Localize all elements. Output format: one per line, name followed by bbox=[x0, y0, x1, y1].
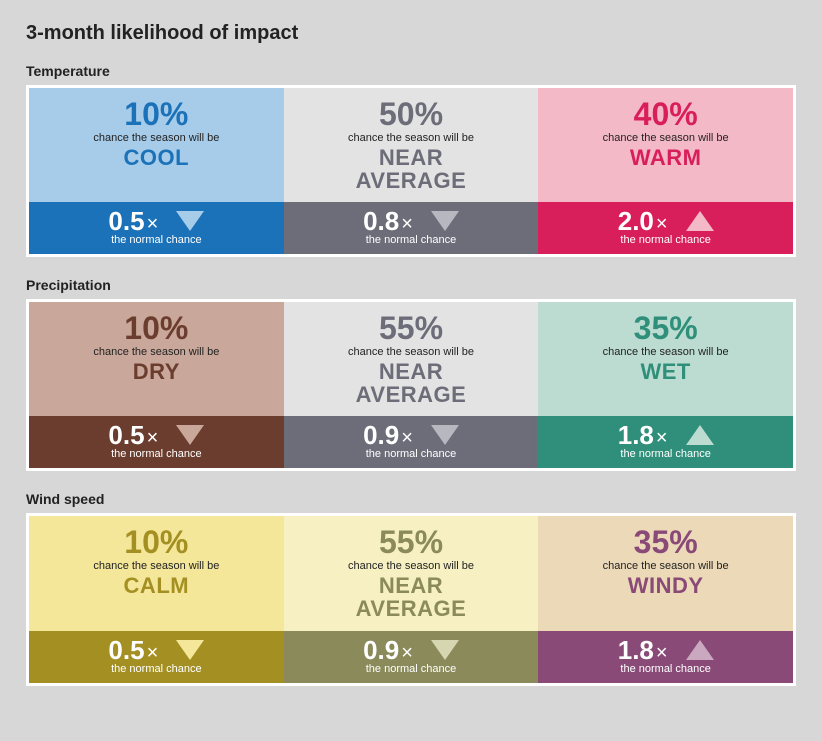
cell-bottom: 0.5×the normal chance bbox=[29, 631, 284, 683]
arrow-up-icon bbox=[686, 640, 714, 660]
normal-chance-label: the normal chance bbox=[288, 234, 535, 246]
section-label: Precipitation bbox=[26, 277, 796, 293]
chance-label: chance the season will be bbox=[33, 560, 280, 572]
multiplier-value: 0.8× bbox=[363, 208, 413, 234]
percent-value: 55% bbox=[288, 312, 535, 344]
cell-top: 35% chance the season will be WET bbox=[538, 302, 793, 416]
cell-bottom: 0.9×the normal chance bbox=[284, 631, 539, 683]
cell-top: 55% chance the season will be NEARAVERAGE bbox=[284, 302, 539, 416]
arrow-down-icon bbox=[176, 211, 204, 231]
arrow-down-icon bbox=[176, 425, 204, 445]
cell-top: 50% chance the season will be NEARAVERAGE bbox=[284, 88, 539, 202]
cell-bottom: 1.8×the normal chance bbox=[538, 631, 793, 683]
arrow-down-icon bbox=[431, 425, 459, 445]
normal-chance-label: the normal chance bbox=[288, 663, 535, 675]
cell-top: 40% chance the season will be WARM bbox=[538, 88, 793, 202]
cell-bottom: 0.8×the normal chance bbox=[284, 202, 539, 254]
multiplier-value: 0.5× bbox=[108, 422, 158, 448]
normal-chance-label: the normal chance bbox=[542, 234, 789, 246]
cell-bottom: 1.8×the normal chance bbox=[538, 416, 793, 468]
impact-grid: 10% chance the season will be DRY 55% chance… bbox=[26, 299, 796, 471]
category-label: WINDY bbox=[542, 574, 789, 597]
cell-bottom: 0.5×the normal chance bbox=[29, 416, 284, 468]
arrow-down-icon bbox=[176, 640, 204, 660]
normal-chance-label: the normal chance bbox=[33, 663, 280, 675]
cell-top: 10% chance the season will be DRY bbox=[29, 302, 284, 416]
cell-bottom: 2.0×the normal chance bbox=[538, 202, 793, 254]
chance-label: chance the season will be bbox=[288, 560, 535, 572]
arrow-up-icon bbox=[686, 211, 714, 231]
cell-top: 10% chance the season will be CALM bbox=[29, 516, 284, 630]
multiplier-value: 2.0× bbox=[618, 208, 668, 234]
cell-top: 10% chance the season will be COOL bbox=[29, 88, 284, 202]
chance-label: chance the season will be bbox=[33, 346, 280, 358]
chance-label: chance the season will be bbox=[33, 132, 280, 144]
arrow-down-icon bbox=[431, 211, 459, 231]
multiplier-value: 0.9× bbox=[363, 637, 413, 663]
multiplier-value: 1.8× bbox=[618, 422, 668, 448]
category-label: WARM bbox=[542, 146, 789, 169]
percent-value: 35% bbox=[542, 526, 789, 558]
percent-value: 10% bbox=[33, 526, 280, 558]
chance-label: chance the season will be bbox=[542, 560, 789, 572]
percent-value: 35% bbox=[542, 312, 789, 344]
normal-chance-label: the normal chance bbox=[33, 234, 280, 246]
category-label: NEARAVERAGE bbox=[288, 360, 535, 406]
percent-value: 50% bbox=[288, 98, 535, 130]
normal-chance-label: the normal chance bbox=[542, 448, 789, 460]
chance-label: chance the season will be bbox=[288, 346, 535, 358]
cell-top: 55% chance the season will be NEARAVERAGE bbox=[284, 516, 539, 630]
cell-top: 35% chance the season will be WINDY bbox=[538, 516, 793, 630]
arrow-down-icon bbox=[431, 640, 459, 660]
section-label: Temperature bbox=[26, 63, 796, 79]
category-label: NEARAVERAGE bbox=[288, 146, 535, 192]
percent-value: 10% bbox=[33, 312, 280, 344]
category-label: DRY bbox=[33, 360, 280, 383]
multiplier-value: 0.5× bbox=[108, 208, 158, 234]
multiplier-value: 0.5× bbox=[108, 637, 158, 663]
arrow-up-icon bbox=[686, 425, 714, 445]
impact-grid: 10% chance the season will be CALM 55% chanc… bbox=[26, 513, 796, 685]
percent-value: 40% bbox=[542, 98, 789, 130]
cell-bottom: 0.9×the normal chance bbox=[284, 416, 539, 468]
chance-label: chance the season will be bbox=[542, 346, 789, 358]
category-label: COOL bbox=[33, 146, 280, 169]
percent-value: 10% bbox=[33, 98, 280, 130]
category-label: WET bbox=[542, 360, 789, 383]
section-label: Wind speed bbox=[26, 491, 796, 507]
chance-label: chance the season will be bbox=[288, 132, 535, 144]
cell-bottom: 0.5×the normal chance bbox=[29, 202, 284, 254]
page-title: 3-month likelihood of impact bbox=[26, 22, 796, 45]
category-label: CALM bbox=[33, 574, 280, 597]
multiplier-value: 0.9× bbox=[363, 422, 413, 448]
multiplier-value: 1.8× bbox=[618, 637, 668, 663]
normal-chance-label: the normal chance bbox=[33, 448, 280, 460]
impact-grid: 10% chance the season will be COOL 50% chanc… bbox=[26, 85, 796, 257]
category-label: NEARAVERAGE bbox=[288, 574, 535, 620]
normal-chance-label: the normal chance bbox=[288, 448, 535, 460]
normal-chance-label: the normal chance bbox=[542, 663, 789, 675]
chance-label: chance the season will be bbox=[542, 132, 789, 144]
percent-value: 55% bbox=[288, 526, 535, 558]
